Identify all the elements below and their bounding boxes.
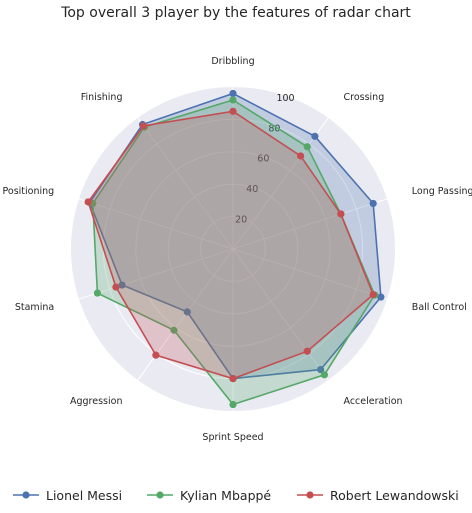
radial-tick-label: 80 bbox=[268, 123, 280, 134]
category-label: Aggression bbox=[70, 396, 122, 407]
grid-spoke bbox=[232, 198, 388, 250]
data-point bbox=[320, 371, 329, 379]
grid-spoke bbox=[232, 248, 329, 381]
data-point bbox=[229, 375, 237, 383]
data-point bbox=[303, 347, 311, 355]
grid-spoke bbox=[232, 248, 388, 300]
data-point bbox=[139, 122, 148, 130]
grid-spoke bbox=[78, 198, 234, 250]
series-area bbox=[88, 111, 374, 379]
legend-marker bbox=[297, 491, 323, 499]
grid-spoke bbox=[137, 117, 234, 250]
data-point bbox=[369, 199, 377, 208]
legend-marker bbox=[13, 491, 39, 499]
data-point bbox=[303, 143, 311, 151]
category-label: Dribbling bbox=[211, 56, 254, 67]
legend-item: Kylian Mbappé bbox=[146, 484, 271, 506]
category-label: Ball Control bbox=[412, 302, 467, 313]
grid-spoke bbox=[232, 117, 329, 250]
data-point bbox=[369, 290, 377, 299]
series-area bbox=[89, 93, 381, 379]
chart-title: Top overall 3 player by the features of … bbox=[61, 5, 411, 21]
legend-marker bbox=[147, 491, 173, 499]
data-point bbox=[112, 283, 120, 291]
radial-tick-labels: 20 40 60 80 100 bbox=[235, 93, 295, 226]
legend-label: Kylian Mbappé bbox=[180, 487, 272, 503]
category-label: Finishing bbox=[81, 92, 123, 103]
data-point bbox=[229, 96, 237, 104]
data-point bbox=[84, 198, 92, 206]
category-label: Stamina bbox=[15, 302, 54, 313]
category-label: Acceleration bbox=[344, 396, 403, 407]
category-label: Long Passing bbox=[412, 186, 472, 197]
radar-grid bbox=[78, 87, 388, 411]
data-point bbox=[297, 152, 305, 160]
category-labels: Dribbling Crossing Long Passing Ball Contro… bbox=[3, 56, 472, 443]
radial-tick-label: 100 bbox=[276, 93, 294, 104]
data-point bbox=[170, 326, 178, 334]
series-layer bbox=[84, 89, 385, 409]
radial-tick-label: 20 bbox=[235, 215, 247, 226]
category-label: Crossing bbox=[344, 92, 385, 103]
series-2 bbox=[84, 107, 377, 383]
data-point bbox=[229, 107, 237, 115]
legend: Lionel Messi Kylian Mbappé Robert Lewandow… bbox=[0, 484, 472, 506]
radial-tick-label: 40 bbox=[246, 184, 258, 195]
data-point bbox=[337, 210, 345, 218]
category-label: Sprint Speed bbox=[202, 432, 263, 443]
data-point bbox=[229, 400, 237, 409]
data-point bbox=[229, 89, 237, 98]
legend-item: Lionel Messi bbox=[12, 484, 122, 506]
series-area bbox=[92, 100, 375, 405]
data-point bbox=[377, 293, 385, 301]
data-point bbox=[93, 289, 102, 297]
data-point bbox=[317, 365, 325, 374]
legend-label: Robert Lewandowski bbox=[330, 487, 459, 503]
legend-label: Lionel Messi bbox=[46, 487, 123, 503]
grid-spoke bbox=[78, 248, 234, 300]
radial-tick-label: 60 bbox=[257, 154, 269, 165]
data-point bbox=[311, 132, 319, 140]
data-point bbox=[152, 351, 160, 359]
category-label: Positioning bbox=[3, 186, 55, 197]
data-point bbox=[118, 281, 126, 289]
legend-item: Robert Lewandowski bbox=[296, 484, 459, 506]
data-point bbox=[183, 308, 191, 316]
